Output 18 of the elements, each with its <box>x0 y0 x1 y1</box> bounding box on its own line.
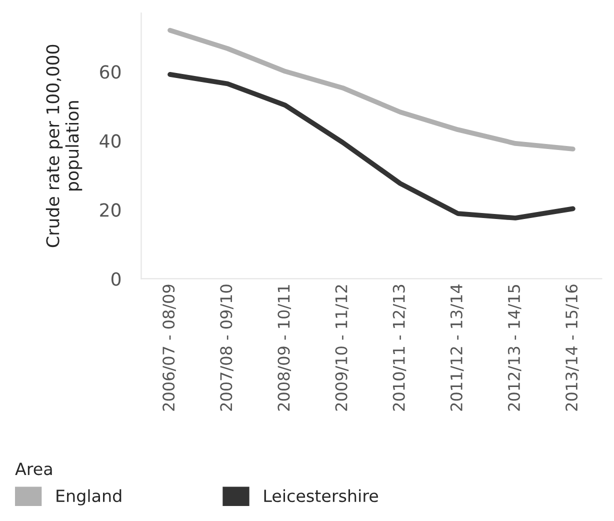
legend-label: Leicestershire <box>264 489 378 502</box>
x-tick-label: 2007/08 - 09/10 <box>220 284 234 411</box>
y-tick-label: 40 <box>100 134 121 148</box>
x-tick-label: 2009/10 - 11/12 <box>335 285 349 411</box>
x-tick-label: 2008/09 - 10/11 <box>278 285 292 411</box>
x-tick-label: 2013/14 - 15/16 <box>565 284 579 411</box>
y-axis-title: Crude rate per 100,000 population <box>46 44 82 248</box>
line-series <box>168 28 576 152</box>
legend-title: Area <box>15 462 52 476</box>
legend-label: England <box>56 489 122 506</box>
x-tick-label: 2010/11 - 12/13 <box>392 284 406 411</box>
x-tick-label: 2011/12 - 13/14 <box>450 284 464 411</box>
y-tick-label: 0 <box>111 272 121 286</box>
line-series <box>168 72 576 220</box>
x-tick-label: 2012/13 - 14/15 <box>508 284 522 411</box>
y-tick-label: 60 <box>100 65 121 79</box>
y-tick-label: 20 <box>100 203 121 217</box>
x-tick-label: 2006/07 - 08/09 <box>162 284 176 411</box>
